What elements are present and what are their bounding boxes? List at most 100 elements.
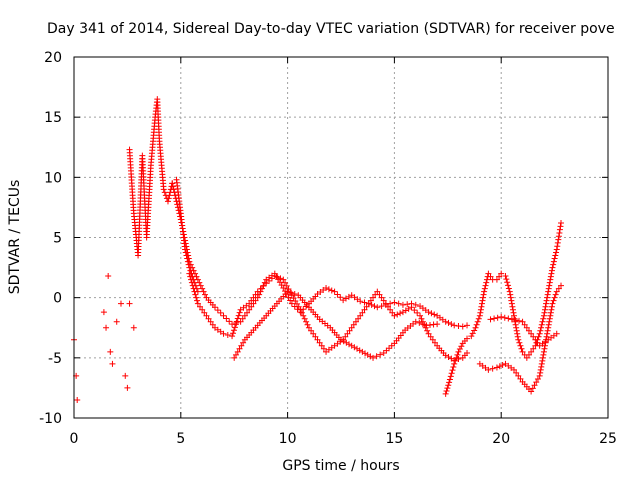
data-point xyxy=(194,297,201,304)
data-point xyxy=(428,310,435,317)
data-point xyxy=(220,330,227,337)
data-point xyxy=(359,348,366,355)
data-point xyxy=(489,365,496,372)
data-point xyxy=(172,192,179,199)
data-point xyxy=(464,335,471,342)
data-point xyxy=(517,342,524,349)
data-point xyxy=(364,351,371,358)
data-point xyxy=(184,249,191,256)
data-point xyxy=(538,321,545,328)
data-point xyxy=(183,246,190,253)
data-point xyxy=(214,307,221,314)
data-point xyxy=(540,312,547,319)
x-tick-label: 5 xyxy=(176,431,185,447)
data-point xyxy=(301,315,308,322)
data-point xyxy=(257,285,264,292)
data-point xyxy=(513,327,520,334)
data-point xyxy=(510,309,517,316)
data-point xyxy=(291,291,298,298)
data-point xyxy=(234,348,241,355)
data-point xyxy=(517,375,524,382)
data-point xyxy=(515,372,522,379)
data-point xyxy=(380,297,387,304)
data-point xyxy=(471,327,478,334)
data-point xyxy=(449,367,456,374)
data-point xyxy=(246,306,253,313)
data-point xyxy=(211,304,218,311)
data-point xyxy=(310,330,317,337)
data-point xyxy=(553,249,560,256)
data-point xyxy=(540,351,547,358)
data-point xyxy=(370,354,377,361)
data-point xyxy=(236,345,243,352)
data-point xyxy=(226,318,233,325)
data-point xyxy=(506,288,513,295)
chart-title: Day 341 of 2014, Sidereal Day-to-day VTE… xyxy=(47,21,615,37)
data-point xyxy=(546,315,553,322)
data-point xyxy=(235,312,242,319)
data-point xyxy=(344,330,351,337)
data-point xyxy=(445,319,452,326)
data-point xyxy=(361,299,368,306)
data-point xyxy=(496,363,503,370)
data-point xyxy=(185,252,192,259)
data-point xyxy=(346,327,353,334)
data-point xyxy=(417,312,424,319)
data-point xyxy=(224,331,231,338)
data-point xyxy=(189,282,196,289)
data-point xyxy=(550,261,557,268)
data-point xyxy=(493,364,500,371)
data-point xyxy=(124,384,131,391)
data-point xyxy=(477,309,484,316)
data-point xyxy=(446,376,453,383)
data-point xyxy=(555,285,562,292)
data-point xyxy=(508,297,515,304)
data-point xyxy=(370,294,377,301)
data-point xyxy=(179,225,186,232)
data-point xyxy=(545,321,552,328)
data-point xyxy=(535,333,542,340)
data-point xyxy=(469,330,476,337)
data-point xyxy=(538,360,545,367)
data-point xyxy=(192,270,199,277)
x-axis-label: GPS time / hours xyxy=(282,458,399,474)
data-point xyxy=(174,204,181,211)
data-point xyxy=(207,318,214,325)
data-point xyxy=(553,288,560,295)
data-point xyxy=(528,388,535,395)
data-point xyxy=(540,315,547,322)
data-point xyxy=(518,345,525,352)
data-point xyxy=(545,324,552,331)
data-point xyxy=(367,353,374,360)
data-point xyxy=(464,322,471,329)
data-point xyxy=(359,309,366,316)
data-point xyxy=(493,276,500,283)
data-point xyxy=(297,306,304,313)
data-point xyxy=(451,360,458,367)
data-point xyxy=(350,321,357,328)
data-point xyxy=(481,288,488,295)
data-point xyxy=(474,318,481,325)
data-point xyxy=(425,309,432,316)
data-point xyxy=(328,287,335,294)
data-point xyxy=(351,344,358,351)
data-point xyxy=(365,300,372,307)
data-point xyxy=(161,189,168,196)
data-point xyxy=(525,351,532,358)
data-point xyxy=(531,382,538,389)
data-point xyxy=(499,362,506,369)
data-point xyxy=(274,274,281,281)
data-point xyxy=(505,285,512,292)
data-point xyxy=(532,336,539,343)
data-point xyxy=(483,276,490,283)
data-point xyxy=(285,286,292,293)
data-point xyxy=(367,297,374,304)
data-point xyxy=(487,316,494,323)
data-point xyxy=(543,297,550,304)
data-point xyxy=(529,385,536,392)
data-point xyxy=(536,330,543,337)
data-point xyxy=(553,330,560,337)
data-point xyxy=(389,309,396,316)
data-point xyxy=(534,376,541,383)
data-point xyxy=(468,333,475,340)
